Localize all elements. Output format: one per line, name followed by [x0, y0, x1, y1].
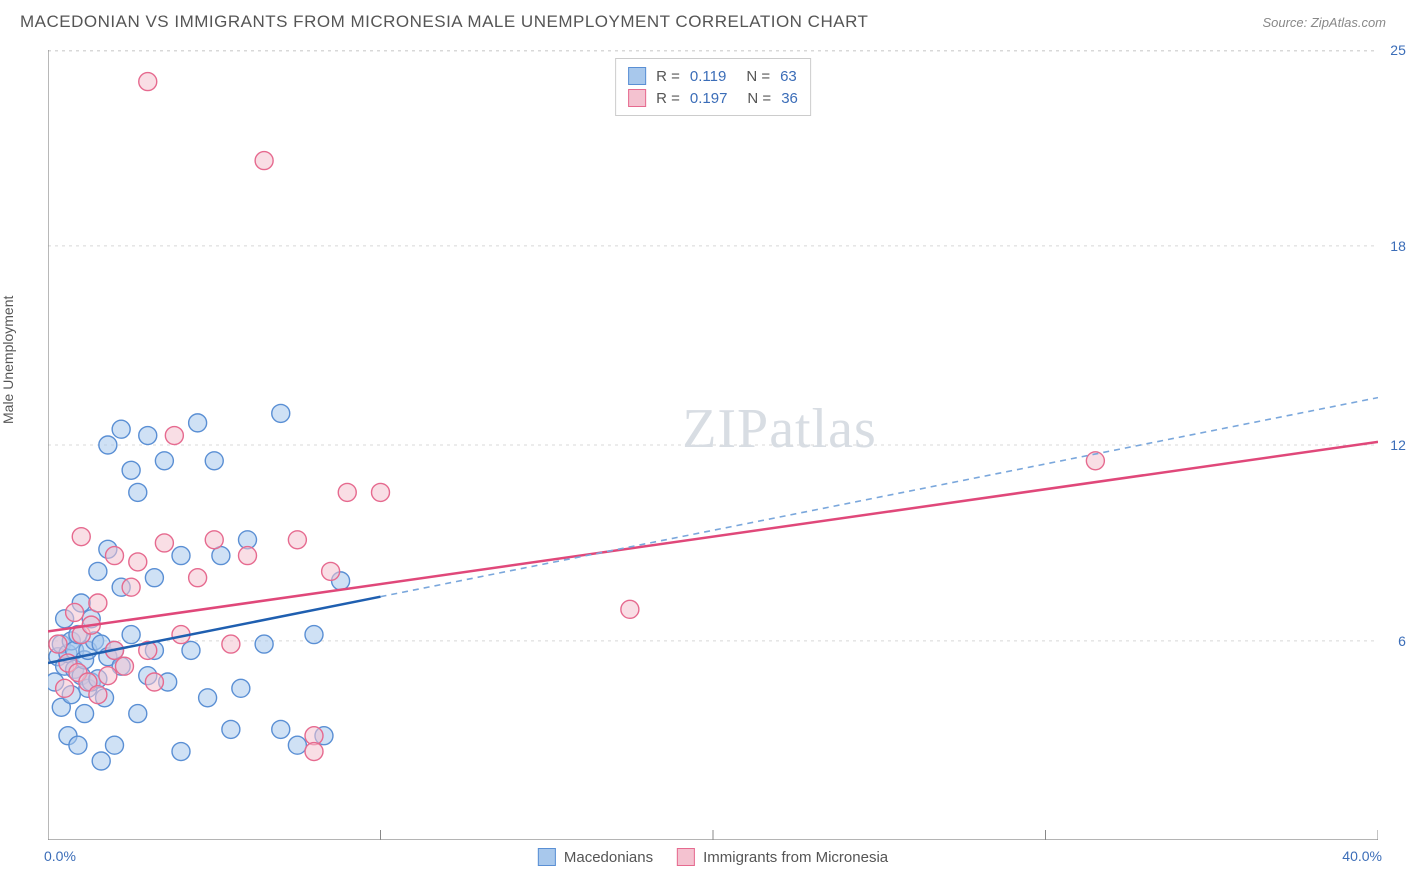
chart-title: MACEDONIAN VS IMMIGRANTS FROM MICRONESIA… — [20, 12, 868, 32]
scatter-svg — [48, 50, 1378, 840]
r-label: R = — [656, 68, 680, 85]
chart-plot-area: ZIPatlas R =0.119N =63R =0.197N =36 6.3%… — [48, 50, 1378, 840]
n-value: 36 — [781, 90, 798, 107]
legend-label: Immigrants from Micronesia — [703, 849, 888, 866]
y-tick-label: 25.0% — [1390, 42, 1406, 58]
y-tick-label: 6.3% — [1398, 633, 1406, 649]
series-legend: Macedonians Immigrants from Micronesia — [538, 848, 888, 866]
y-axis-label: Male Unemployment — [0, 296, 16, 424]
r-value: 0.197 — [690, 90, 728, 107]
r-value: 0.119 — [690, 68, 726, 85]
source-attribution: Source: ZipAtlas.com — [1262, 15, 1386, 30]
legend-swatch — [628, 89, 646, 107]
n-label: N = — [746, 68, 770, 85]
legend-item: Immigrants from Micronesia — [677, 848, 888, 866]
legend-swatch — [677, 848, 695, 866]
legend-label: Macedonians — [564, 849, 653, 866]
corr-legend-row: R = 0.197 N = 36 — [628, 87, 798, 109]
legend-item: Macedonians — [538, 848, 653, 866]
x-axis-min-label: 0.0% — [44, 848, 76, 864]
legend-swatch — [628, 67, 646, 85]
x-axis-max-label: 40.0% — [1342, 848, 1382, 864]
y-tick-label: 18.8% — [1390, 238, 1406, 254]
y-tick-label: 12.5% — [1390, 437, 1406, 453]
legend-swatch — [538, 848, 556, 866]
n-value: 63 — [780, 68, 797, 85]
n-label: N = — [747, 90, 771, 107]
correlation-legend: R = 0.119 N = 63 R = 0.197 N = 36 — [615, 58, 811, 116]
r-label: R = — [656, 90, 680, 107]
corr-legend-row: R = 0.119 N = 63 — [628, 65, 798, 87]
